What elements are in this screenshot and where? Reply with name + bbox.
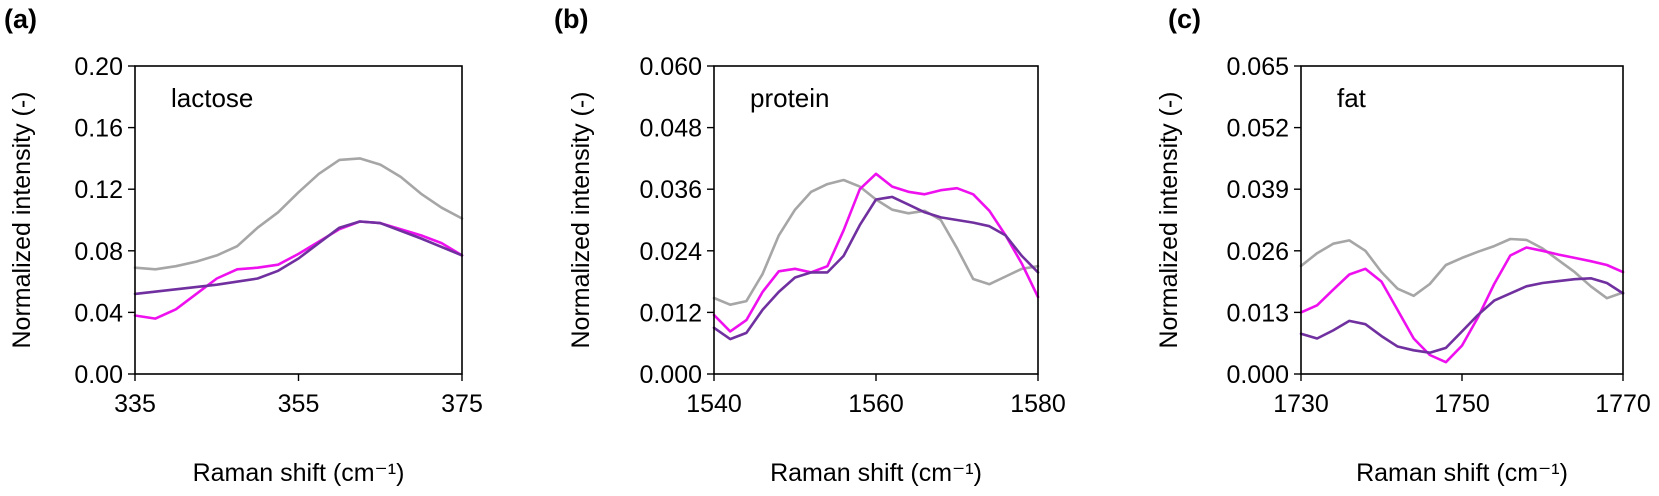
- y-tick-label: 0.00: [74, 361, 123, 389]
- panel-3: (c) 0.000 0.013 0.026 0.039 0.052 0.065 1730 175…: [1155, 4, 1651, 487]
- panel-letter: (c): [1168, 4, 1201, 34]
- series-line-2: [133, 220, 464, 320]
- y-axis-label: Normalized intensity (-): [1155, 91, 1183, 348]
- series-line-3: [133, 220, 464, 296]
- series-line-1: [1299, 237, 1625, 300]
- y-tick-label: 0.024: [639, 238, 702, 266]
- y-tick-label: 0.000: [639, 361, 702, 389]
- y-tick-label: 0.048: [639, 115, 702, 143]
- series-line-3: [1299, 276, 1625, 355]
- x-tick-label: 1540: [686, 390, 742, 418]
- x-tick-label: 1730: [1273, 390, 1329, 418]
- y-tick-label: 0.013: [1226, 299, 1289, 327]
- y-tick-label: 0.036: [639, 176, 702, 204]
- y-axis-label: Normalized intensity (-): [567, 91, 595, 348]
- x-axis-label: Raman shift (cm⁻¹): [770, 459, 982, 487]
- y-tick-label: 0.060: [639, 53, 702, 81]
- series-line-3: [712, 195, 1040, 341]
- y-tick-label: 0.08: [74, 238, 123, 266]
- panel-2: (b) 0.000 0.012 0.024 0.036 0.048 0.060 1540 156…: [554, 4, 1066, 487]
- x-tick-label: 1770: [1595, 390, 1651, 418]
- y-axis-label: Normalized intensity (-): [8, 91, 36, 348]
- panel-title: fat: [1337, 83, 1367, 113]
- y-tick-label: 0.052: [1226, 115, 1289, 143]
- x-tick-label: 335: [114, 390, 156, 418]
- x-tick-label: 375: [441, 390, 483, 418]
- y-tick-label: 0.20: [74, 53, 123, 81]
- x-tick-label: 1580: [1010, 390, 1066, 418]
- panel-letter: (b): [554, 4, 588, 34]
- panel-title: lactose: [171, 83, 253, 113]
- series-line-1: [133, 157, 464, 271]
- series-line-2: [712, 172, 1040, 333]
- y-tick-label: 0.012: [639, 299, 702, 327]
- y-tick-label: 0.000: [1226, 361, 1289, 389]
- panel-1: (a) 0.00 0.04 0.08 0.12 0.16 0.20 335 355 375 lact…: [4, 4, 483, 487]
- y-tick-label: 0.039: [1226, 176, 1289, 204]
- y-tick-label: 0.065: [1226, 53, 1289, 81]
- x-tick-label: 355: [278, 390, 320, 418]
- y-tick-label: 0.026: [1226, 238, 1289, 266]
- panel-title: protein: [750, 83, 830, 113]
- y-tick-label: 0.04: [74, 299, 123, 327]
- x-axis-label: Raman shift (cm⁻¹): [193, 459, 405, 487]
- y-tick-label: 0.12: [74, 176, 123, 204]
- series-line-2: [1299, 246, 1625, 364]
- y-tick-label: 0.16: [74, 115, 123, 143]
- panel-letter: (a): [4, 4, 37, 34]
- x-tick-label: 1750: [1434, 390, 1490, 418]
- x-tick-label: 1560: [848, 390, 904, 418]
- x-axis-label: Raman shift (cm⁻¹): [1356, 459, 1568, 487]
